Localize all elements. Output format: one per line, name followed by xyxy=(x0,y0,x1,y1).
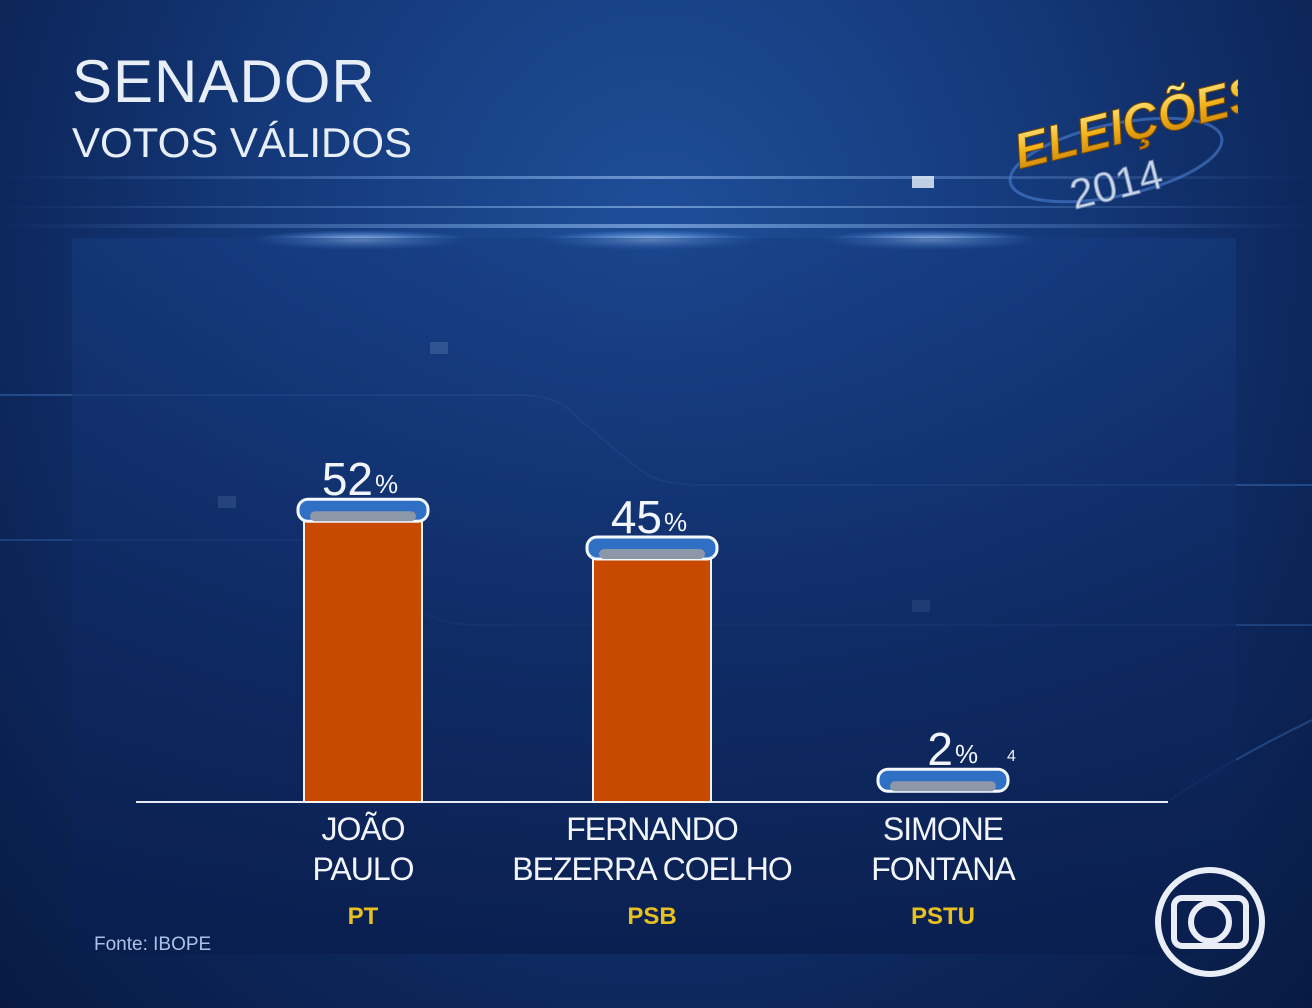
chart-panel: 52% JOÃO PAULO PT 45% FERNANDO BEZERRA COELHO P… xyxy=(72,238,1236,954)
category-label: BEZERRA COELHO xyxy=(512,851,792,887)
bar xyxy=(592,558,712,803)
value-label: 45 xyxy=(611,491,662,543)
party-label: PT xyxy=(348,903,379,930)
source-label: Fonte: IBOPE xyxy=(94,934,212,955)
bar xyxy=(303,520,423,803)
value-unit-label: % xyxy=(664,507,687,537)
eleicoes-2014-logo: ELEIÇÕES 2014 xyxy=(1007,63,1238,218)
category-label: SIMONE xyxy=(883,811,1003,847)
category-label: FERNANDO xyxy=(566,811,738,847)
globo-logo-icon xyxy=(1155,867,1265,977)
category-label: PAULO xyxy=(312,851,413,887)
party-label: PSTU xyxy=(911,903,975,930)
value-unit-label: % xyxy=(955,739,978,769)
chart-subtitle: VOTOS VÁLIDOS xyxy=(72,119,412,166)
chart-title: SENADOR xyxy=(72,48,376,115)
footnote-marker: 4 xyxy=(1007,748,1016,765)
bar-cap-inner xyxy=(599,549,705,559)
value-label: 2 xyxy=(927,723,953,775)
bar-cap-inner xyxy=(310,511,416,522)
bar-chart: 52 % JOÃO PAULO PT 45 % FERNANDO BEZERRA COELHO P… xyxy=(136,453,1168,930)
value-label: 52 xyxy=(322,453,373,505)
value-unit-label: % xyxy=(375,469,398,499)
category-label: FONTANA xyxy=(871,851,1016,887)
bar-cap-inner xyxy=(890,781,996,792)
category-label: JOÃO xyxy=(321,811,404,847)
party-label: PSB xyxy=(627,903,676,930)
